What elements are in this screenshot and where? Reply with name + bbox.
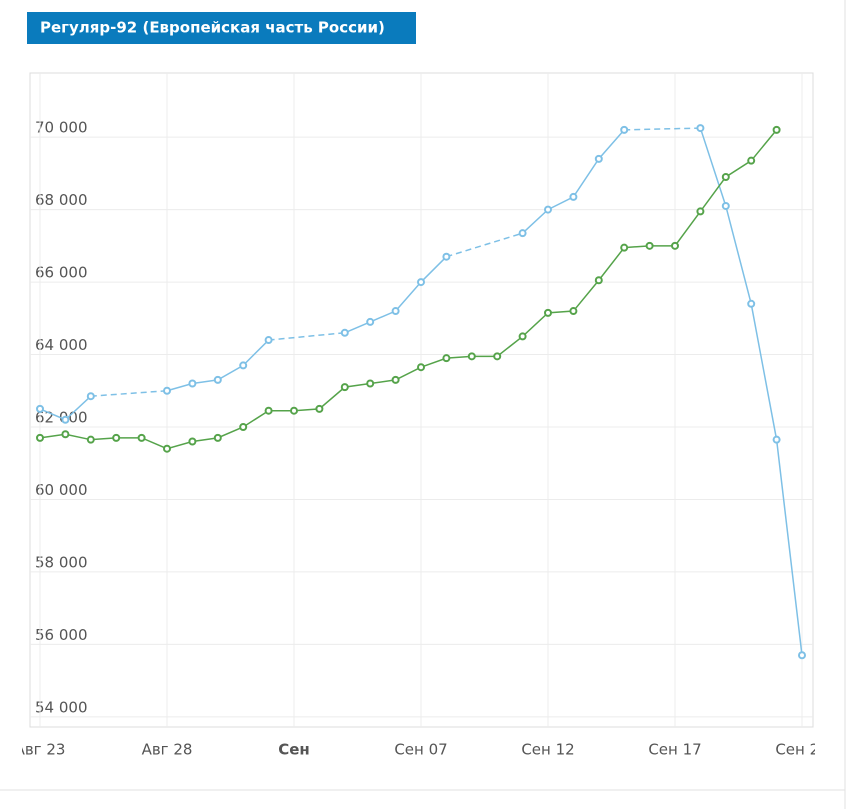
data-point [315,404,324,413]
data-point [86,392,95,401]
data-point [86,435,95,444]
data-point [747,156,756,165]
y-tick-label: 64 000 [35,336,88,354]
data-point [239,361,248,370]
y-tick-label: 68 000 [35,191,88,209]
data-point [188,379,197,388]
gap-connector [624,127,701,131]
data-point [163,386,171,395]
data-point [264,336,273,345]
data-point [544,308,552,317]
data-point [163,444,171,453]
data-point [61,415,70,424]
x-tick-label: Сен [278,741,310,759]
y-tick-label: 54 000 [35,698,88,716]
data-point [518,229,527,238]
data-point [290,406,298,415]
data-point [594,154,603,163]
data-point [391,375,400,384]
data-point [594,276,603,285]
x-tick-label: Сен 22 [775,741,828,759]
gap-connector [90,390,168,397]
data-point [569,307,578,316]
data-point [213,433,222,442]
data-point [391,307,400,316]
data-point [417,278,425,287]
data-point [340,383,349,392]
data-point [467,352,476,361]
data-point [671,241,679,250]
x-tick-label: Сен 07 [394,741,447,759]
data-point [493,352,502,361]
data-point [36,433,44,442]
chart-title: Регуляр-92 (Европейская часть России) [40,19,385,37]
data-point [137,433,146,442]
y-tick-label: 60 000 [35,481,88,499]
data-point [239,422,248,431]
data-point [442,252,451,261]
y-tick-label: 70 000 [35,119,88,137]
data-point [569,192,578,201]
data-point [366,317,375,326]
data-point [442,354,451,363]
series-line [39,129,778,450]
title-banner [27,12,416,44]
data-point [188,437,197,446]
data-point [747,299,756,308]
data-point [798,651,806,660]
data-point [721,172,730,181]
data-point [518,332,527,341]
data-point [544,205,552,214]
data-point [264,406,273,415]
plot [36,124,806,660]
gap-connector [446,232,523,258]
data-point [36,404,44,413]
data-point [417,363,425,372]
data-point [772,125,781,134]
x-tick-label: Сен 17 [648,741,701,759]
x-axis: Авг 23 Авг 28 Сен Сен 07 Сен 12 Сен 17 Сен 22 [15,741,828,759]
y-tick-label: 66 000 [35,264,88,282]
data-point [772,435,781,444]
data-point [721,201,730,210]
data-point [61,430,70,439]
data-point [645,241,654,250]
y-tick-label: 58 000 [35,553,88,571]
data-point [340,328,349,337]
data-point [620,243,629,252]
x-tick-label: Авг 28 [142,741,193,759]
x-tick-label: Сен 12 [521,741,574,759]
gap-connector [268,332,345,341]
data-point [112,433,121,442]
y-tick-label: 56 000 [35,626,88,644]
x-tick-label: Авг 23 [15,741,66,759]
data-point [366,379,375,388]
data-point [620,125,629,134]
data-point [696,124,705,133]
data-point [213,375,222,384]
data-point [696,207,705,216]
